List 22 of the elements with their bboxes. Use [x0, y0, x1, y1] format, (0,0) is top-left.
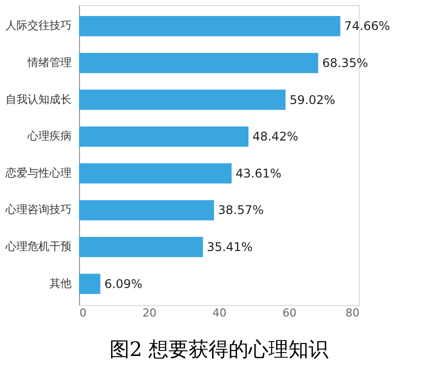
y-tick-label: 心理疾病: [26, 130, 72, 143]
y-tick-label: 人际交往技巧: [6, 19, 72, 32]
x-tick-label: 0: [80, 306, 86, 320]
data-label: 59.02%: [290, 92, 336, 107]
x-tick-label: 80: [346, 306, 360, 320]
y-tick-label: 心理咨询技巧: [4, 203, 72, 216]
y-tick-label: 自我认知成长: [6, 92, 72, 106]
data-label: 35.41%: [206, 240, 253, 254]
y-tick-label: 其他: [50, 276, 72, 290]
y-tick-label: 情绪管理: [26, 56, 72, 69]
data-label: 38.57%: [218, 203, 264, 218]
y-tick-label: 心理危机干预: [4, 240, 72, 254]
data-label: 43.61%: [236, 166, 282, 180]
y-tick-label: 恋爱与性心理: [4, 166, 72, 180]
x-tick-label: 40: [212, 306, 226, 320]
data-label: 48.42%: [252, 130, 298, 144]
data-label: 68.35%: [322, 56, 368, 70]
x-tick-label: 20: [142, 306, 156, 320]
data-label: 74.66%: [344, 19, 390, 34]
text: 图2 想要获得的心理知识: [109, 337, 329, 361]
data-label: 6.09%: [104, 276, 142, 291]
x-tick-label: 60: [282, 306, 296, 320]
